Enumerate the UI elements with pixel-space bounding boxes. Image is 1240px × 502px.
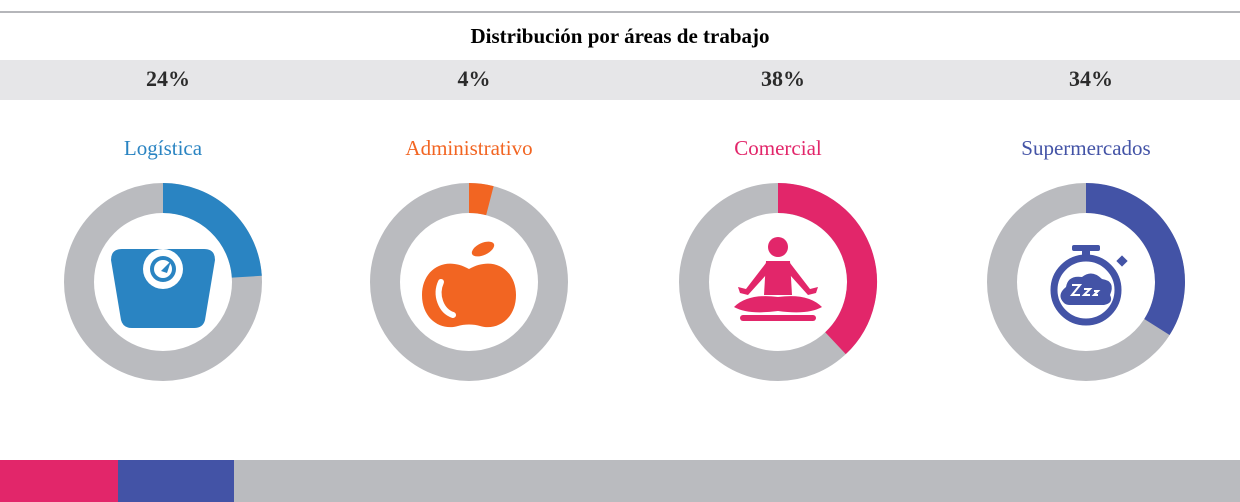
- donut-segment: [1085, 183, 1185, 336]
- donut-segment: [468, 183, 494, 216]
- percent-label: 38%: [761, 66, 805, 91]
- area-label: Administrativo: [405, 136, 532, 160]
- area-label: Logística: [124, 136, 203, 160]
- area-label: Comercial: [734, 136, 822, 160]
- apple-icon: [422, 241, 516, 328]
- footer-gray: [234, 460, 1240, 502]
- percent-label: 4%: [458, 66, 491, 91]
- footer-pink: [0, 460, 118, 502]
- donut-segment: [162, 183, 262, 279]
- meditation-icon: [734, 237, 822, 321]
- scale-icon: [111, 249, 215, 328]
- donut-segment: [777, 183, 877, 355]
- percent-band: [0, 60, 1240, 100]
- footer-blue: [118, 460, 234, 502]
- percent-label: 34%: [1069, 66, 1113, 91]
- stopwatch-icon: [1050, 245, 1128, 326]
- area-label: Supermercados: [1021, 136, 1150, 160]
- percent-label: 24%: [146, 66, 190, 91]
- title: Distribución por áreas de trabajo: [470, 24, 769, 48]
